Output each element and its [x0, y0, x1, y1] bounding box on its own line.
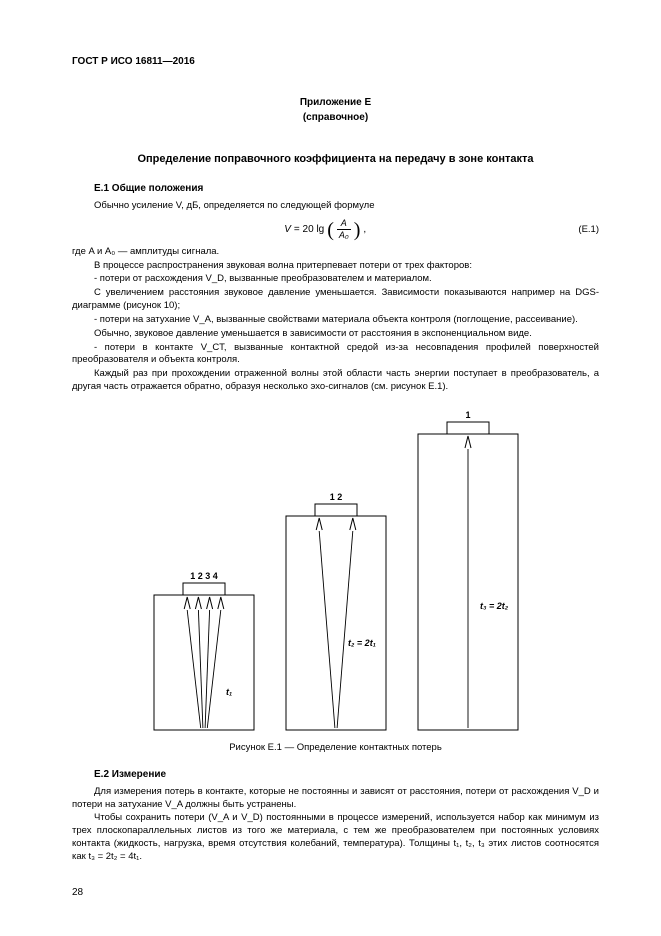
figure-e1: 1 2 3 4 t₁ 1 2 t₂ = 2t₁ 1 t₃ = 2t₂ — [72, 406, 599, 732]
para-b: - потери от расхождения V_D, вызванные п… — [72, 273, 599, 286]
para-2a: Для измерения потерь в контакте, которые… — [72, 786, 599, 812]
para-a: В процессе распространения звуковая волн… — [72, 260, 599, 273]
para-intro: Обычно усиление V, дБ, определяется по с… — [72, 200, 599, 213]
figure-block-3: 1 t₃ = 2t₂ — [416, 406, 520, 732]
formula-op: = 20 lg — [294, 224, 324, 235]
figure-block-1: 1 2 3 4 t₁ — [152, 406, 256, 732]
svg-text:1 2: 1 2 — [329, 492, 342, 502]
para-d: - потери на затухание V_A, вызванные сво… — [72, 314, 599, 327]
svg-text:1: 1 — [465, 410, 470, 420]
para-g: Каждый раз при прохождении отраженной во… — [72, 368, 599, 394]
formula-tail: , — [363, 224, 366, 235]
svg-text:1 2 3 4: 1 2 3 4 — [190, 571, 218, 581]
annex-type: (справочное) — [72, 110, 599, 125]
svg-text:t₂ = 2t₁: t₂ = 2t₁ — [348, 638, 376, 648]
appendix-title: Определение поправочного коэффициента на… — [72, 153, 599, 165]
para-2b: Чтобы сохранить потери (V_A и V_D) посто… — [72, 812, 599, 863]
annex-label: Приложение Е — [72, 95, 599, 110]
para-e: Обычно, звуковое давление уменьшается в … — [72, 328, 599, 341]
formula-e1: V = 20 lg ( A A₀ ) , — [284, 219, 366, 240]
formula-lhs: V — [284, 224, 291, 235]
figure-block-2: 1 2 t₂ = 2t₁ — [284, 406, 388, 732]
section-e1-head: Е.1 Общие положения — [94, 183, 599, 194]
para-c: С увеличением расстояния звуковое давлен… — [72, 287, 599, 313]
para-f: - потери в контакте V_CT, вызванные конт… — [72, 342, 599, 368]
para-where: где A и A₀ — амплитуды сигнала. — [72, 246, 599, 259]
equation-number: (Е.1) — [578, 224, 599, 235]
formula-fraction: A A₀ — [337, 219, 351, 240]
figure-e1-caption: Рисунок Е.1 — Определение контактных пот… — [72, 742, 599, 753]
formula-den: A₀ — [337, 229, 351, 240]
section-e2-head: Е.2 Измерение — [94, 769, 599, 780]
svg-text:t₃ = 2t₂: t₃ = 2t₂ — [480, 601, 509, 611]
annex-heading: Приложение Е (справочное) — [72, 95, 599, 125]
svg-text:t₁: t₁ — [226, 687, 232, 697]
page-number: 28 — [72, 887, 83, 898]
doc-header: ГОСТ Р ИСО 16811—2016 — [72, 56, 599, 67]
formula-num: A — [339, 219, 349, 229]
formula-row: V = 20 lg ( A A₀ ) , (Е.1) — [72, 219, 599, 240]
